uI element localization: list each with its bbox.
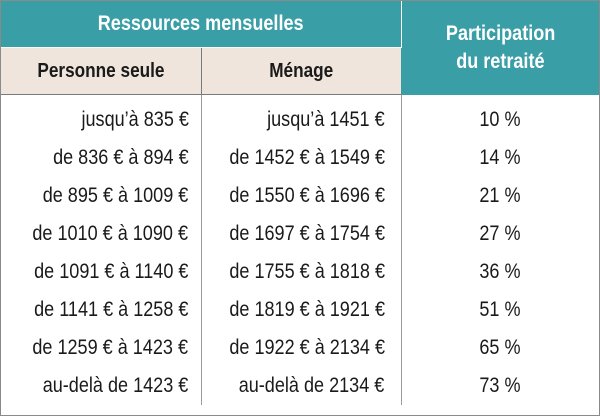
participation-cell: 14 % (401, 139, 599, 177)
single-person-value: de 1091 € à 1140 € (34, 260, 189, 283)
table-row: au-delà de 1423 € au-delà de 2134 € 73 % (1, 367, 599, 405)
table-body: jusqu’à 835 € jusqu’à 1451 € 10 % de 836… (1, 94, 599, 405)
single-person-value: de 1259 € à 1423 € (32, 336, 189, 359)
participation-value: 51 % (479, 298, 521, 321)
single-person-cell: jusqu’à 835 € (1, 94, 202, 139)
household-value: au-delà de 2134 € (238, 374, 385, 397)
monthly-resources-header: Ressources mensuelles (1, 1, 402, 48)
household-cell: de 1452 € à 1549 € (201, 139, 402, 177)
monthly-resources-header-label: Ressources mensuelles (97, 12, 304, 35)
participation-cell: 73 % (401, 367, 599, 405)
retiree-participation-header-line1: Participation (445, 21, 555, 45)
single-person-cell: de 836 € à 894 € (1, 139, 202, 177)
participation-value: 14 % (479, 146, 521, 169)
participation-value: 10 % (479, 107, 521, 131)
participation-cell: 10 % (401, 95, 599, 140)
household-cell: de 1755 € à 1818 € (201, 253, 402, 291)
table-row: jusqu’à 835 € jusqu’à 1451 € 10 % (1, 94, 599, 140)
household-cell: de 1550 € à 1696 € (201, 177, 402, 215)
single-person-column-header: Personne seule (1, 47, 202, 95)
single-person-cell: de 1091 € à 1140 € (1, 253, 202, 291)
participation-cell: 21 % (401, 177, 599, 215)
participation-value: 73 % (479, 374, 521, 397)
single-person-cell: au-delà de 1423 € (1, 367, 202, 405)
participation-value: 36 % (479, 260, 521, 283)
retiree-participation-header-line2: du retraité (456, 49, 545, 73)
household-value: de 1755 € à 1818 € (228, 260, 385, 283)
participation-value: 21 % (479, 184, 521, 207)
participation-cell: 27 % (401, 215, 599, 253)
single-person-value: de 836 € à 894 € (52, 146, 189, 169)
household-value: jusqu’à 1451 € (267, 108, 385, 131)
participation-value: 27 % (479, 222, 521, 245)
single-person-cell: de 1259 € à 1423 € (1, 329, 202, 367)
household-cell: jusqu’à 1451 € (201, 94, 402, 139)
single-person-value: de 895 € à 1009 € (42, 184, 189, 207)
table-row: de 1141 € à 1258 € de 1819 € à 1921 € 51… (1, 291, 599, 329)
household-column-label: Ménage (269, 59, 334, 82)
retiree-participation-header: Participation du retraité (401, 1, 600, 95)
participation-cell: 36 % (401, 253, 599, 291)
household-cell: de 1697 € à 1754 € (201, 215, 402, 253)
household-column-header: Ménage (201, 47, 402, 95)
single-person-column-label: Personne seule (37, 59, 165, 82)
single-person-cell: de 1010 € à 1090 € (1, 215, 202, 253)
household-cell: au-delà de 2134 € (201, 367, 402, 405)
resources-table: Ressources mensuelles Participation du r… (1, 1, 600, 405)
household-cell: de 1922 € à 2134 € (201, 329, 402, 367)
table-row: de 1010 € à 1090 € de 1697 € à 1754 € 27… (1, 215, 599, 253)
table-row: de 895 € à 1009 € de 1550 € à 1696 € 21 … (1, 177, 599, 215)
participation-cell: 65 % (401, 329, 599, 367)
participation-cell: 51 % (401, 291, 599, 329)
household-value: de 1697 € à 1754 € (228, 222, 385, 245)
household-value: de 1550 € à 1696 € (228, 184, 385, 207)
single-person-value: de 1010 € à 1090 € (32, 222, 189, 245)
single-person-value: de 1141 € à 1258 € (34, 298, 189, 321)
household-value: de 1819 € à 1921 € (228, 298, 385, 321)
participation-value: 65 % (479, 336, 521, 359)
single-person-value: au-delà de 1423 € (42, 374, 189, 397)
table-row: de 1259 € à 1423 € de 1922 € à 2134 € 65… (1, 329, 599, 367)
single-person-cell: de 1141 € à 1258 € (1, 291, 202, 329)
household-value: de 1452 € à 1549 € (228, 146, 385, 169)
household-cell: de 1819 € à 1921 € (201, 291, 402, 329)
single-person-value: jusqu’à 835 € (81, 108, 189, 131)
table-row: de 836 € à 894 € de 1452 € à 1549 € 14 % (1, 139, 599, 177)
single-person-cell: de 895 € à 1009 € (1, 177, 202, 215)
household-value: de 1922 € à 2134 € (228, 336, 385, 359)
table-row: de 1091 € à 1140 € de 1755 € à 1818 € 36… (1, 253, 599, 291)
